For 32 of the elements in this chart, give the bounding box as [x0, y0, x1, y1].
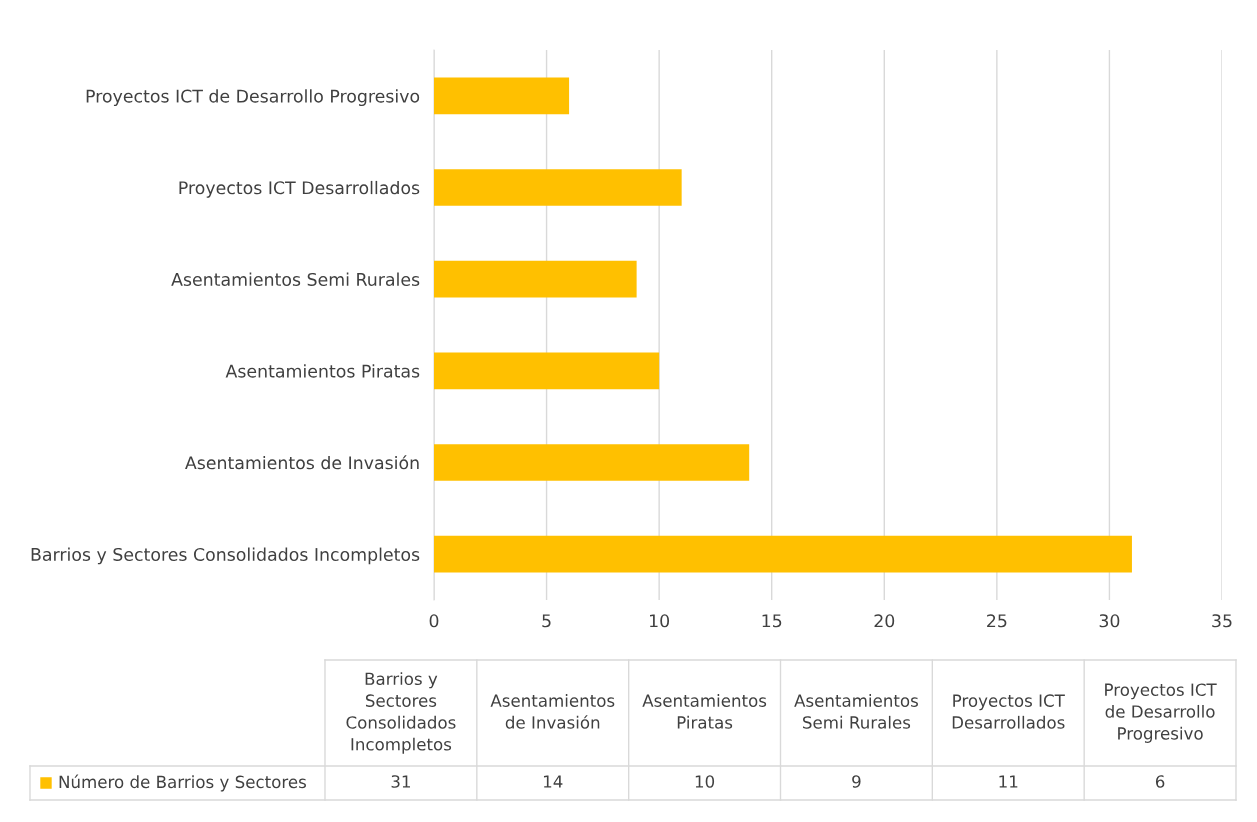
- x-tick-label: 15: [762, 614, 782, 628]
- x-tick-label: 35: [1212, 614, 1232, 628]
- y-tick-label: Asentamientos Semi Rurales: [171, 272, 420, 287]
- bar: [434, 77, 570, 115]
- data-label: 9: [852, 775, 861, 788]
- y-tick-label: Barrios y Sectores Consolidados Incompletos: [31, 547, 420, 565]
- category-label: Asentamientos Piratas: [642, 694, 767, 729]
- legend-label: Número de Barrios y Sectores: [59, 774, 306, 792]
- y-tick-label: Proyectos ICT de Desarrollo Progresivo: [86, 89, 420, 107]
- data-label: 31: [391, 775, 410, 788]
- category-label: Asentamientos de Invasión: [490, 694, 615, 729]
- y-tick-label: Asentamientos Piratas: [225, 364, 420, 378]
- bar: [434, 352, 660, 390]
- y-tick-label: Asentamientos de Invasión: [185, 455, 419, 470]
- x-tick-label: 0: [429, 614, 439, 628]
- category-label: Asentamientos Semi Rurales: [794, 694, 918, 729]
- x-tick-label: 10: [650, 614, 670, 628]
- x-tick-label: 25: [987, 614, 1007, 628]
- data-label: 10: [695, 775, 715, 788]
- x-tick-label: 30: [1099, 614, 1120, 628]
- bar: [434, 535, 1132, 573]
- data-label: 6: [1155, 775, 1165, 788]
- data-label: 11: [999, 775, 1018, 788]
- category-label: Proyectos ICT de Desarrollo Progresivo: [1105, 683, 1217, 743]
- y-tick-label: Proyectos ICT Desarrollados: [179, 180, 420, 198]
- x-tick-label: 20: [874, 614, 895, 628]
- bar: [434, 260, 637, 298]
- bar: [434, 444, 750, 481]
- category-label: Proyectos ICT Desarrollados: [952, 694, 1065, 729]
- data-label: 14: [543, 775, 563, 788]
- x-tick-label: 5: [542, 614, 551, 628]
- bar: [434, 169, 682, 206]
